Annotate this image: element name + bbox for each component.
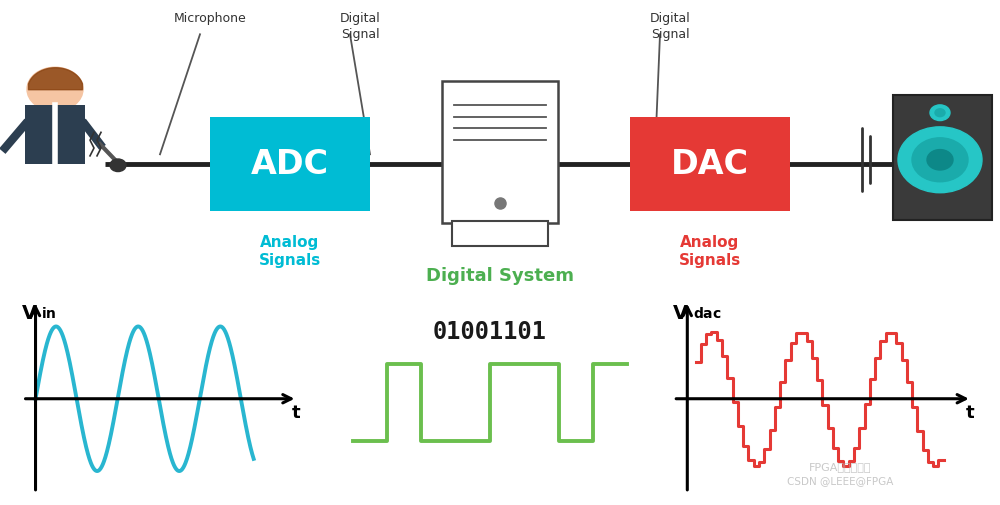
Text: Digital
Signal: Digital Signal bbox=[340, 12, 380, 41]
Circle shape bbox=[927, 150, 953, 171]
Text: $\mathbf{in}$: $\mathbf{in}$ bbox=[41, 305, 56, 320]
Text: Digital
Signal: Digital Signal bbox=[650, 12, 690, 41]
FancyBboxPatch shape bbox=[630, 117, 790, 211]
FancyBboxPatch shape bbox=[210, 117, 370, 211]
FancyBboxPatch shape bbox=[442, 82, 558, 223]
Circle shape bbox=[27, 68, 83, 112]
Text: FPGA开源工作室: FPGA开源工作室 bbox=[809, 461, 872, 471]
Circle shape bbox=[110, 160, 126, 172]
Text: Analog
Signals: Analog Signals bbox=[259, 235, 321, 267]
Text: t: t bbox=[292, 403, 301, 421]
Text: 01001101: 01001101 bbox=[433, 320, 547, 343]
Circle shape bbox=[935, 110, 945, 117]
Text: Analog
Signals: Analog Signals bbox=[679, 235, 741, 267]
Text: Microphone: Microphone bbox=[174, 12, 246, 25]
Text: DAC: DAC bbox=[671, 148, 749, 181]
FancyBboxPatch shape bbox=[25, 106, 85, 165]
Circle shape bbox=[930, 106, 950, 121]
Circle shape bbox=[912, 138, 968, 182]
Text: CSDN @LEEE@FPGA: CSDN @LEEE@FPGA bbox=[787, 475, 894, 485]
Text: $\mathbf{V}$: $\mathbf{V}$ bbox=[21, 304, 38, 322]
FancyBboxPatch shape bbox=[893, 96, 992, 221]
Circle shape bbox=[898, 128, 982, 193]
Text: ADC: ADC bbox=[251, 148, 329, 181]
Text: $\mathbf{dac}$: $\mathbf{dac}$ bbox=[693, 305, 721, 320]
Text: t: t bbox=[966, 403, 975, 421]
Text: Digital System: Digital System bbox=[426, 266, 574, 284]
Text: $\mathbf{V}$: $\mathbf{V}$ bbox=[672, 304, 689, 322]
FancyBboxPatch shape bbox=[452, 222, 548, 246]
